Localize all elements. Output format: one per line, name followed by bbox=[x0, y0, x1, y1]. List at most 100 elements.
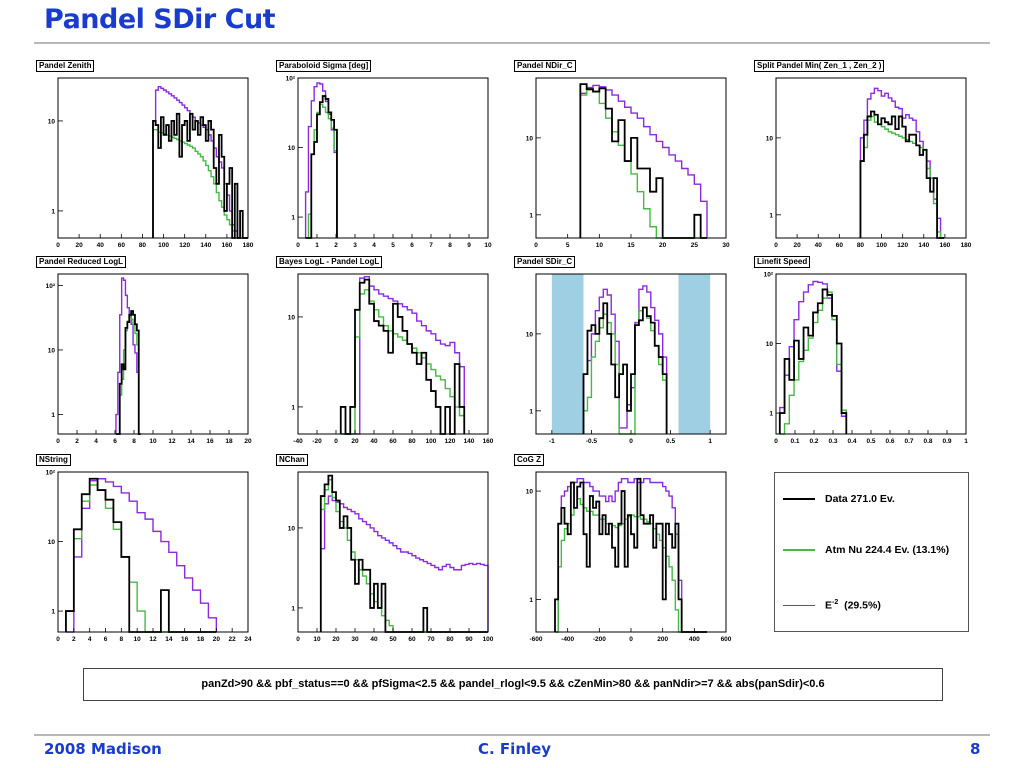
x-tick-label: -20 bbox=[312, 438, 322, 445]
x-tick-label: 0.9 bbox=[942, 438, 951, 445]
x-tick-label: 20 bbox=[659, 242, 667, 249]
x-tick-label: 80 bbox=[446, 636, 454, 643]
series-atmnu bbox=[579, 89, 707, 239]
x-tick-label: 9 bbox=[467, 242, 471, 249]
x-tick-label: 100 bbox=[426, 438, 437, 445]
y-tick-label: 1 bbox=[529, 597, 533, 604]
y-tick-label: 10 bbox=[288, 525, 296, 532]
series-data bbox=[778, 288, 848, 434]
x-tick-label: 10 bbox=[313, 636, 321, 643]
panel-title: Pandel Reduced LogL bbox=[36, 256, 127, 268]
panel-title: Paraboloid Sigma [deg] bbox=[276, 60, 372, 72]
y-tick-label: 10 bbox=[766, 341, 774, 348]
histogram-svg: -600 -400 -200 0 200 400 600 1 10 bbox=[526, 471, 732, 643]
legend-label-atmnu: Atm Nu 224.4 Ev. (13.1%) bbox=[825, 544, 950, 556]
y-tick-label: 10² bbox=[46, 283, 56, 290]
x-tick-label: 40 bbox=[370, 636, 378, 643]
y-tick-label: 1 bbox=[51, 208, 55, 215]
x-tick-label: 20 bbox=[213, 636, 221, 643]
x-tick-label: 180 bbox=[243, 242, 254, 249]
series-atmnu bbox=[65, 484, 217, 633]
legend-entry-atmnu: Atm Nu 224.4 Ev. (13.1%) bbox=[783, 544, 949, 556]
y-tick-label: 1 bbox=[51, 609, 55, 616]
x-tick-label: 4 bbox=[94, 438, 98, 445]
x-tick-label: 0 bbox=[774, 438, 778, 445]
x-tick-label: 160 bbox=[939, 242, 950, 249]
panel-title: Pandel SDir_C bbox=[514, 256, 576, 268]
histogram-svg: 0 0.1 0.2 0.3 0.4 0.5 0.6 0.7 0.8 0.9 1 1 10 10² bbox=[764, 272, 969, 446]
series-data bbox=[339, 278, 466, 435]
x-tick-label: 40 bbox=[815, 242, 823, 249]
x-tick-label: -200 bbox=[593, 636, 606, 643]
x-tick-label: 6 bbox=[113, 438, 117, 445]
x-tick-label: 0.3 bbox=[828, 438, 837, 445]
legend-label-e2: E-2 (29.5%) bbox=[825, 599, 881, 612]
footer-divider bbox=[34, 734, 990, 736]
x-tick-label: 0.7 bbox=[904, 438, 913, 445]
x-tick-label: -400 bbox=[561, 636, 574, 643]
y-tick-label: 1 bbox=[291, 404, 295, 411]
x-tick-label: 0 bbox=[774, 242, 778, 249]
panel-title: NChan bbox=[276, 454, 308, 466]
y-tick-label: 1 bbox=[529, 408, 533, 415]
histogram-svg: 0 20 40 60 80 100 120 140 160 180 1 10 bbox=[48, 77, 254, 249]
x-tick-label: 0 bbox=[56, 636, 60, 643]
series-atmnu bbox=[320, 479, 488, 633]
x-tick-label: 16 bbox=[206, 438, 214, 445]
x-tick-label: 25 bbox=[691, 242, 699, 249]
y-tick-label: 10² bbox=[764, 272, 774, 279]
histogram-svg: 0 1 2 3 4 5 6 7 8 9 10 1 10 10² bbox=[286, 76, 492, 250]
title-divider bbox=[34, 42, 990, 44]
series-data bbox=[859, 110, 945, 239]
series-data bbox=[319, 474, 488, 633]
series-e2 bbox=[152, 86, 248, 239]
x-tick-label: 12 bbox=[168, 438, 176, 445]
x-tick-label: 100 bbox=[158, 242, 169, 249]
cut-expression: panZd>90 && pbf_status==0 && pfSigma<2.5… bbox=[83, 668, 943, 701]
x-tick-label: 10 bbox=[134, 636, 142, 643]
y-tick-label: 10² bbox=[286, 76, 296, 83]
x-tick-label: 20 bbox=[244, 438, 252, 445]
x-tick-label: 6 bbox=[410, 242, 414, 249]
x-tick-label: 1 bbox=[964, 438, 968, 445]
legend-entry-e2: E-2 (29.5%) bbox=[783, 599, 881, 612]
x-tick-label: 600 bbox=[721, 636, 732, 643]
x-tick-label: 140 bbox=[464, 438, 475, 445]
x-tick-label: 30 bbox=[351, 636, 359, 643]
legend-label-data: Data 271.0 Ev. bbox=[825, 493, 895, 505]
y-tick-label: 1 bbox=[529, 212, 533, 219]
series-e2 bbox=[65, 478, 218, 633]
x-tick-label: 14 bbox=[187, 438, 195, 445]
x-tick-label: 0 bbox=[56, 438, 60, 445]
x-tick-label: 100 bbox=[483, 636, 494, 643]
legend: Data 271.0 Ev. Atm Nu 224.4 Ev. (13.1%) … bbox=[774, 472, 969, 632]
panel-title: Bayes LogL - Pandel LogL bbox=[276, 256, 383, 268]
panel-title: CoG Z bbox=[514, 454, 544, 466]
x-tick-label: 400 bbox=[689, 636, 700, 643]
x-tick-label: 16 bbox=[181, 636, 189, 643]
x-tick-label: 180 bbox=[961, 242, 972, 249]
series-e2 bbox=[115, 277, 141, 435]
x-tick-label: 90 bbox=[465, 636, 473, 643]
histogram-panel: 0 20 40 60 80 100 120 140 160 180 1 10 Pandel Zenith bbox=[36, 60, 266, 250]
x-tick-label: 40 bbox=[97, 242, 105, 249]
legend-swatch-atmnu bbox=[783, 549, 815, 551]
series-atmnu bbox=[152, 128, 248, 239]
histogram-panel: 0 2 4 6 8 10 12 14 16 18 20 1 10 10² Pandel Reduced Lo… bbox=[36, 256, 266, 446]
x-tick-label: 0.2 bbox=[809, 438, 818, 445]
x-tick-label: 60 bbox=[836, 242, 844, 249]
y-tick-label: 10 bbox=[526, 135, 534, 142]
x-tick-label: 0 bbox=[534, 242, 538, 249]
histogram-svg: 0 20 40 60 80 100 120 140 160 180 1 10 bbox=[766, 77, 972, 249]
histogram-panel: 0 0.1 0.2 0.3 0.4 0.5 0.6 0.7 0.8 0.9 1 1 10 10² Linef… bbox=[754, 256, 984, 446]
x-tick-label: 0.4 bbox=[847, 438, 856, 445]
x-tick-label: 80 bbox=[857, 242, 865, 249]
x-tick-label: 0.5 bbox=[666, 438, 675, 445]
x-tick-label: 80 bbox=[408, 438, 416, 445]
plot-frame bbox=[775, 77, 967, 239]
y-tick-label: 10 bbox=[526, 489, 534, 496]
plot-frame bbox=[57, 273, 249, 435]
x-tick-label: 200 bbox=[657, 636, 668, 643]
x-tick-label: 0.6 bbox=[885, 438, 894, 445]
